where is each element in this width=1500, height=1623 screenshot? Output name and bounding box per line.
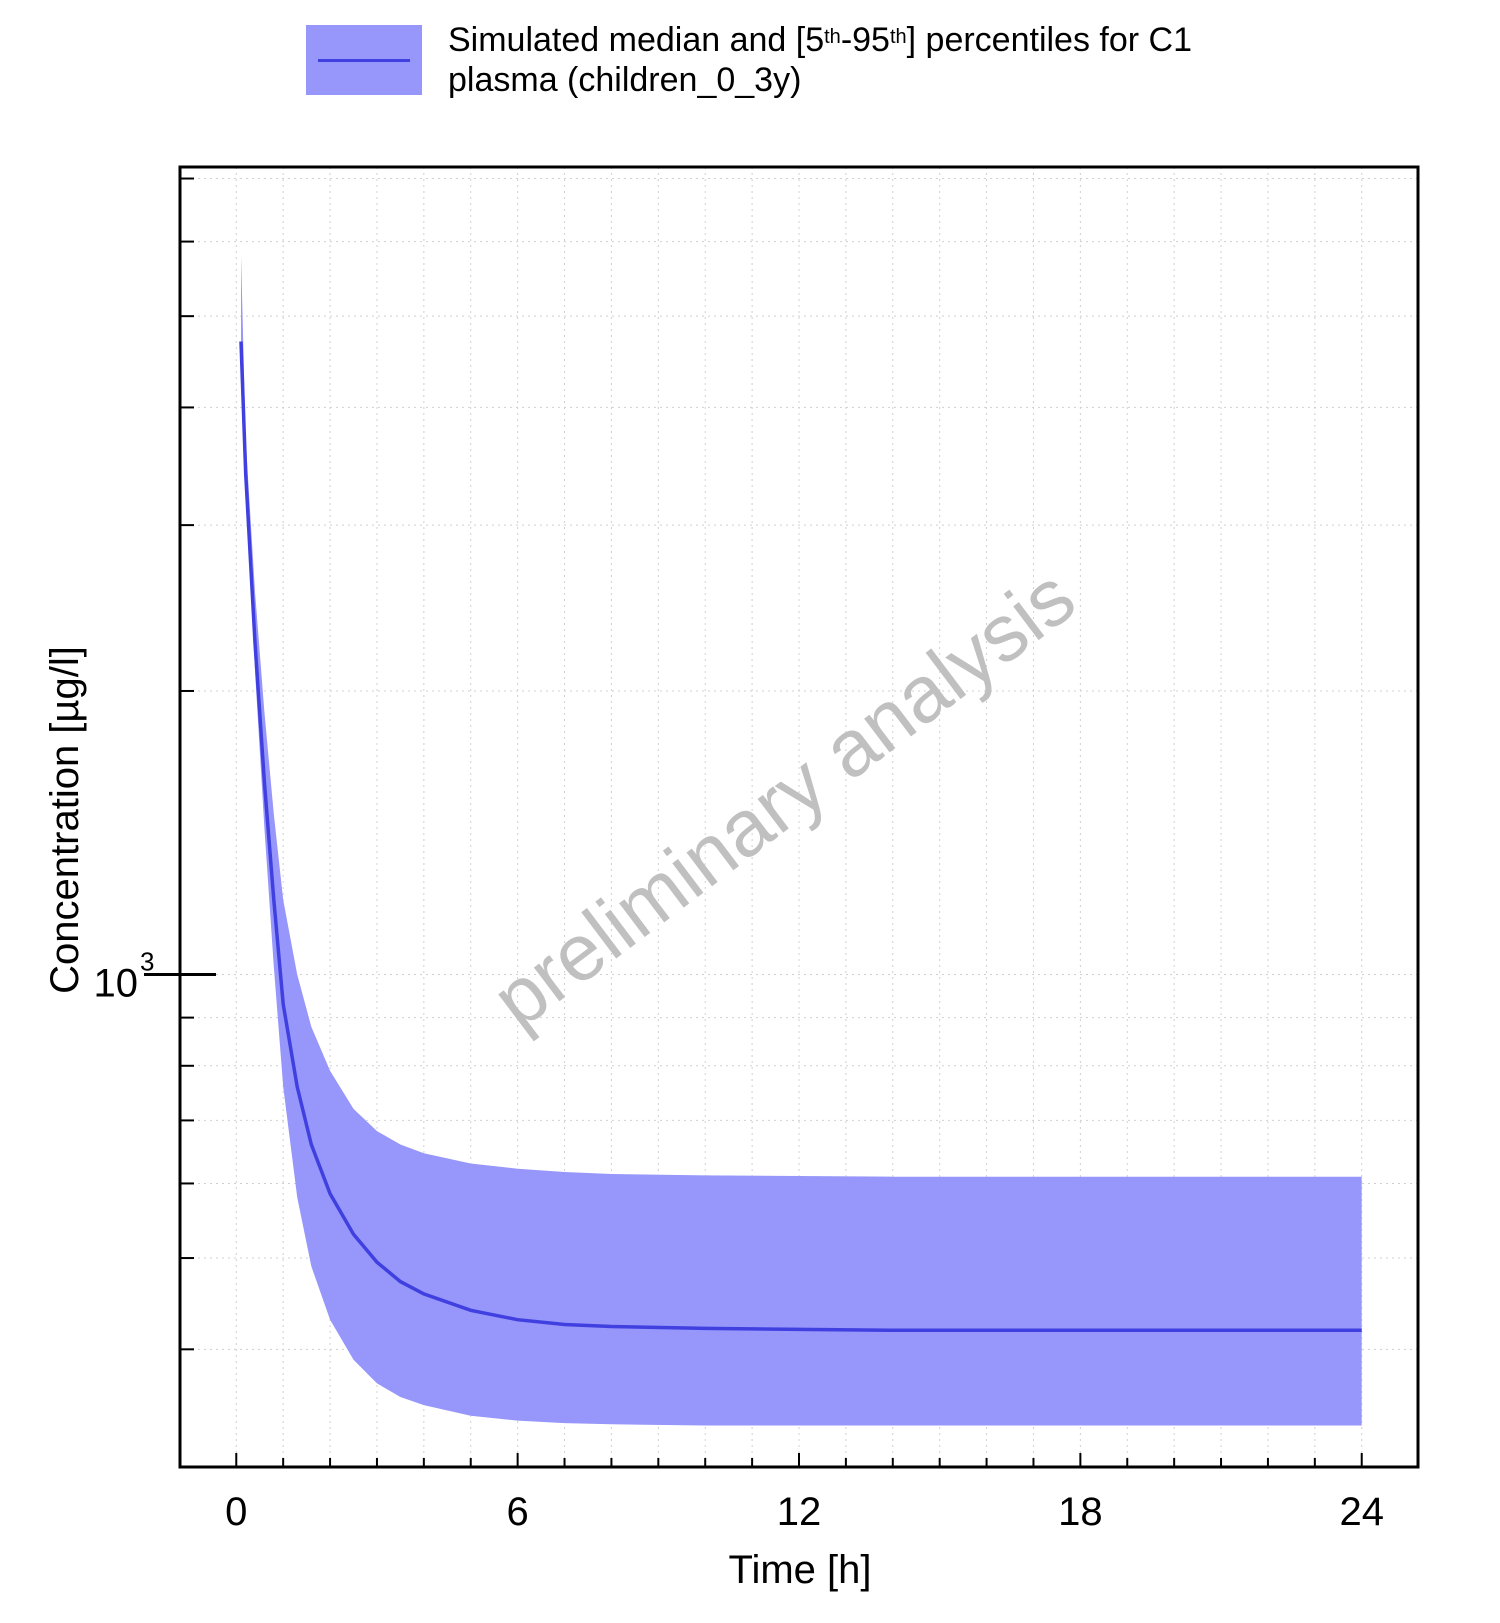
- series-area-layer: [239, 255, 1362, 1426]
- legend-sup-2: th: [889, 26, 907, 48]
- legend-swatch-line: [318, 59, 410, 62]
- x-tick-label: 0: [225, 1490, 247, 1534]
- watermark: preliminary analysis: [476, 551, 1091, 1045]
- legend-sup-1: th: [824, 26, 841, 48]
- y-tick-label-exponent: 3: [140, 947, 154, 977]
- x-tick-label: 18: [1058, 1490, 1103, 1534]
- x-tick-label: 12: [777, 1490, 822, 1534]
- legend-text-prefix: Simulated median and [5: [448, 21, 825, 59]
- y-axis-label: Concentration [µg/l]: [43, 646, 87, 994]
- x-tick-label: 6: [507, 1490, 529, 1534]
- legend-text-suffix: ] percentiles for C1: [906, 21, 1192, 59]
- legend-text-mid: -95: [840, 21, 890, 59]
- x-axis: 0 6 12 18 24: [225, 1453, 1384, 1534]
- legend-label: Simulated median and [5th-95th] percenti…: [448, 20, 1448, 100]
- x-axis-label: Time [h]: [729, 1548, 872, 1592]
- y-tick-label: 10: [94, 962, 139, 1006]
- median-line: [239, 341, 1362, 1333]
- legend-swatch: [306, 25, 422, 95]
- x-tick-label: 24: [1339, 1490, 1384, 1534]
- y-axis: 10 3: [94, 177, 216, 1351]
- percentile-band: [241, 255, 1362, 1426]
- legend-text-line2: plasma (children_0_3y): [448, 61, 802, 99]
